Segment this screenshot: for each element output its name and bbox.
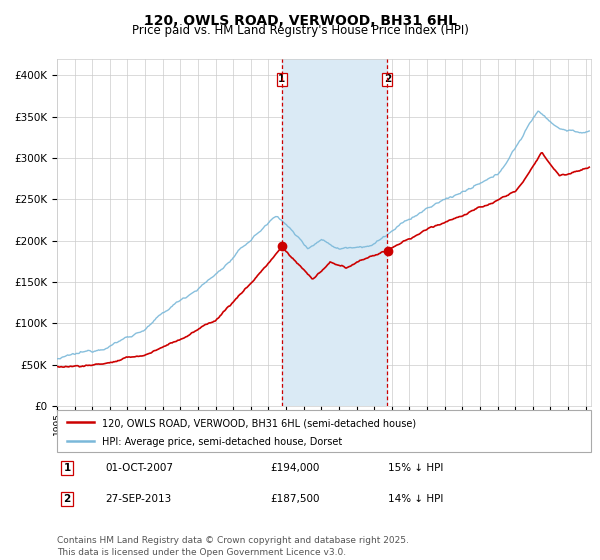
Text: 120, OWLS ROAD, VERWOOD, BH31 6HL: 120, OWLS ROAD, VERWOOD, BH31 6HL xyxy=(143,14,457,28)
Text: £194,000: £194,000 xyxy=(271,463,320,473)
Text: Contains HM Land Registry data © Crown copyright and database right 2025.
This d: Contains HM Land Registry data © Crown c… xyxy=(57,536,409,557)
Text: 2: 2 xyxy=(383,74,391,85)
Text: £187,500: £187,500 xyxy=(271,494,320,503)
FancyBboxPatch shape xyxy=(57,410,591,452)
Text: 27-SEP-2013: 27-SEP-2013 xyxy=(105,494,172,503)
Text: 15% ↓ HPI: 15% ↓ HPI xyxy=(388,463,443,473)
Text: 2: 2 xyxy=(64,494,71,503)
Text: HPI: Average price, semi-detached house, Dorset: HPI: Average price, semi-detached house,… xyxy=(103,437,343,447)
Text: 1: 1 xyxy=(64,463,71,473)
Text: 14% ↓ HPI: 14% ↓ HPI xyxy=(388,494,443,503)
Bar xyxy=(282,59,387,406)
Text: 1: 1 xyxy=(278,74,286,85)
Text: Price paid vs. HM Land Registry's House Price Index (HPI): Price paid vs. HM Land Registry's House … xyxy=(131,24,469,37)
Text: 01-OCT-2007: 01-OCT-2007 xyxy=(105,463,173,473)
Text: 120, OWLS ROAD, VERWOOD, BH31 6HL (semi-detached house): 120, OWLS ROAD, VERWOOD, BH31 6HL (semi-… xyxy=(103,418,416,428)
